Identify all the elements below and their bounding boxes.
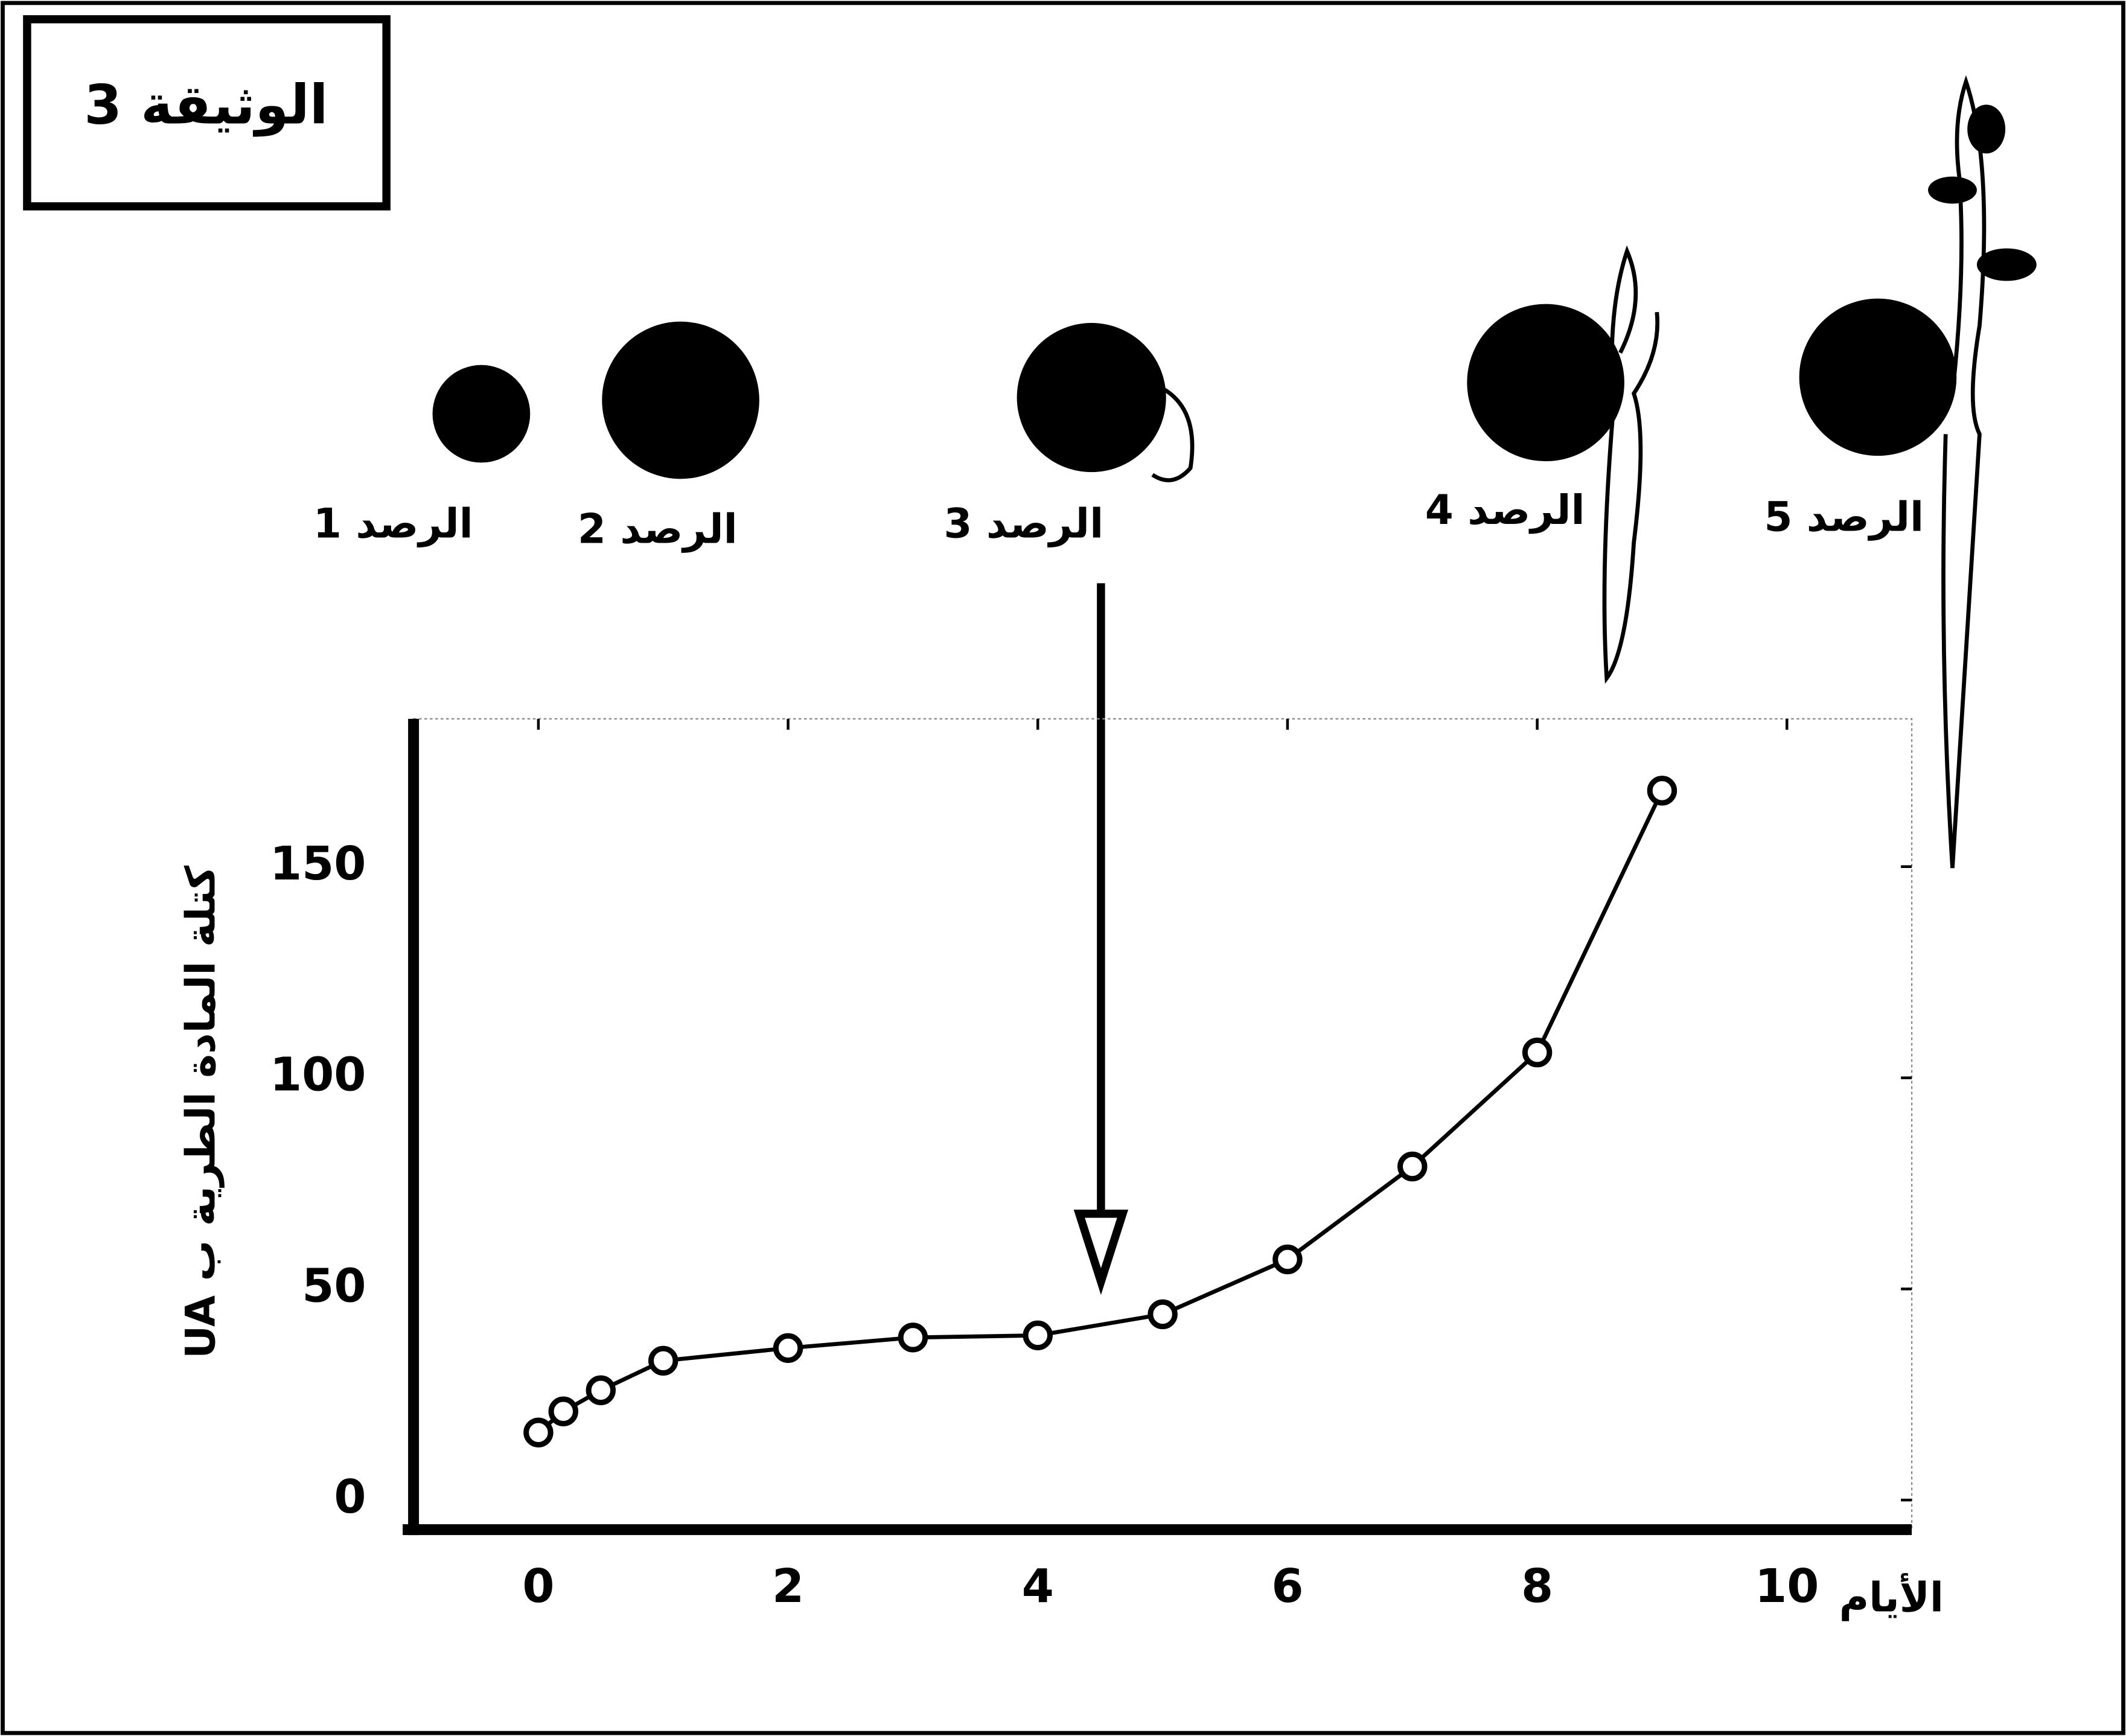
- data-point: [1647, 776, 1677, 806]
- data-point: [898, 1323, 928, 1353]
- x-tick-label: 4: [1022, 1560, 1054, 1613]
- y-tick-label: 50: [302, 1259, 366, 1313]
- data-point: [548, 1396, 578, 1426]
- title-box: [23, 15, 391, 211]
- plot-area: [412, 718, 1913, 1531]
- x-tick-label: 10: [1755, 1560, 1819, 1613]
- data-point: [1148, 1299, 1178, 1330]
- x-tick-label: 8: [1521, 1560, 1553, 1613]
- arrow: [1073, 583, 1129, 1295]
- stage-label: الرصد 3: [944, 500, 1104, 548]
- data-point: [1522, 1037, 1553, 1068]
- y-axis-label: كتلة المادة الطرية ب UA: [176, 865, 225, 1358]
- seed-illustrations: [432, 75, 2037, 869]
- x-tick-label: 0: [522, 1560, 554, 1613]
- stage-label: الرصد 4: [1425, 486, 1585, 534]
- data-point: [1023, 1320, 1053, 1351]
- y-tick-label: 150: [270, 837, 366, 891]
- data-point: [648, 1345, 678, 1376]
- data-point: [773, 1333, 803, 1364]
- x-tick-label: 6: [1271, 1560, 1303, 1613]
- x-tick-label: 2: [772, 1560, 804, 1613]
- data-point: [1272, 1244, 1303, 1275]
- y-tick-label: 0: [334, 1470, 366, 1524]
- stage-label: الرصد 5: [1764, 493, 1924, 541]
- y-tick-label: 100: [270, 1048, 366, 1102]
- stage-label: الرصد 2: [578, 505, 738, 553]
- data-point: [586, 1375, 616, 1405]
- data-point: [1397, 1151, 1428, 1182]
- x-axis-label: الأيام: [1839, 1572, 1944, 1621]
- data-point: [523, 1417, 554, 1447]
- title: الوثيقة 3: [84, 74, 328, 137]
- stage-label: الرصد 1: [313, 500, 473, 548]
